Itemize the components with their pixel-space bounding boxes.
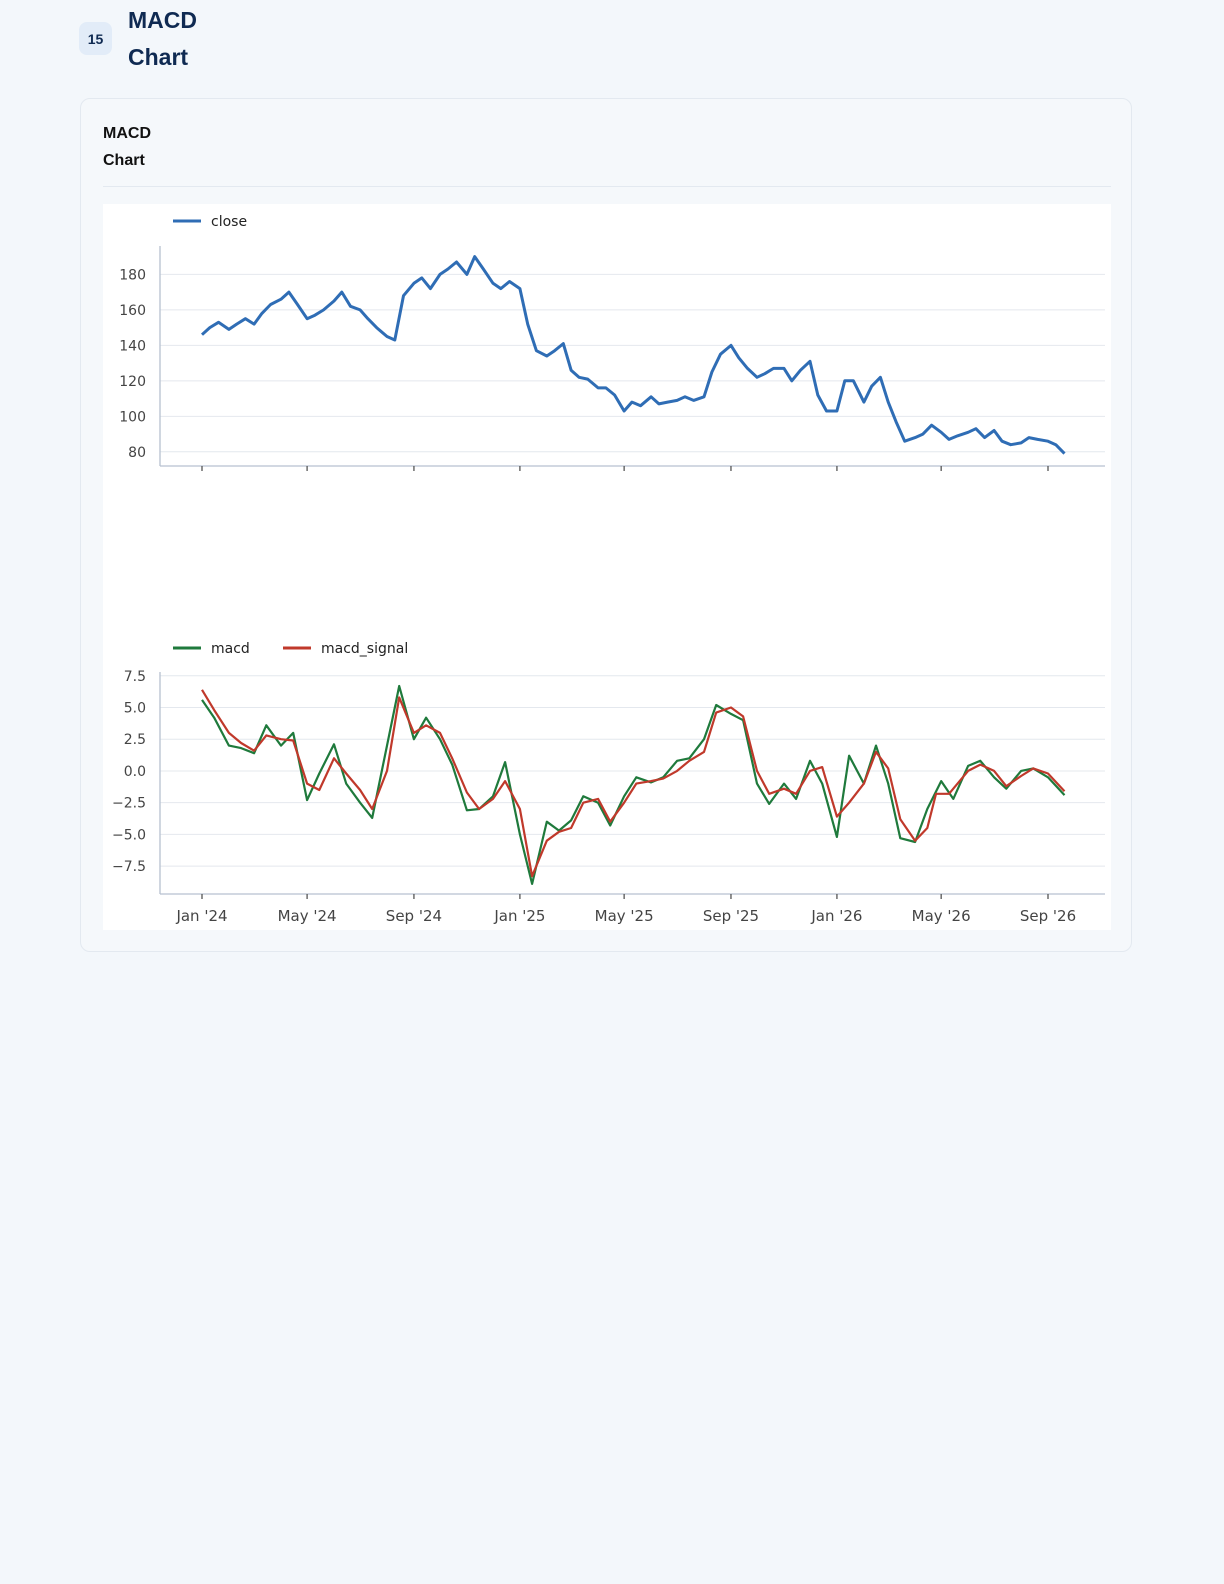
page-title: MACD Chart xyxy=(128,7,197,70)
plot-area: 80 100 120 140 160 180 close −7.5 −5.0 −2.5 0.0 2.5… xyxy=(103,204,1111,930)
y-tick-label: 2.5 xyxy=(124,732,146,748)
y-tick-label: −7.5 xyxy=(112,859,146,875)
x-tick-label: Sep '25 xyxy=(703,907,759,925)
legend-label: close xyxy=(211,214,247,230)
x-tick-label: May '26 xyxy=(912,907,971,925)
x-tick-label: Sep '26 xyxy=(1020,907,1076,925)
card-divider xyxy=(103,186,1111,187)
y-tick-label: 100 xyxy=(119,409,146,425)
x-tick-label: May '25 xyxy=(595,907,654,925)
y-tick-label: 7.5 xyxy=(124,669,146,685)
y-tick-label: −2.5 xyxy=(112,796,146,812)
series-line-macd xyxy=(201,684,1066,886)
x-tick-label: May '24 xyxy=(278,907,337,925)
y-tick-label: 0.0 xyxy=(124,764,146,780)
macd-chart-figure: 80 100 120 140 160 180 close −7.5 −5.0 −2.5 0.0 2.5… xyxy=(112,214,1105,925)
y-tick-label: 160 xyxy=(119,303,146,319)
x-tick-label: Jan '24 xyxy=(175,907,227,925)
y-tick-label: 80 xyxy=(128,445,146,461)
y-tick-label: 180 xyxy=(119,267,146,283)
chart-card: MACD Chart 80 100 120 140 160 180 close −7.5 −5.… xyxy=(80,98,1132,952)
series-line-close xyxy=(200,255,1066,455)
y-tick-label: 5.0 xyxy=(124,701,146,717)
series-line-macd-signal xyxy=(201,689,1066,878)
y-tick-label: −5.0 xyxy=(112,827,146,843)
y-tick-label: 120 xyxy=(119,374,146,390)
y-tick-label: 140 xyxy=(119,338,146,354)
x-tick-label: Jan '25 xyxy=(493,907,545,925)
legend-label: macd_signal xyxy=(321,641,408,657)
card-title: MACD Chart xyxy=(103,125,151,169)
section-number-badge: 15 xyxy=(79,22,112,55)
legend-label: macd xyxy=(211,641,250,657)
x-tick-label: Sep '24 xyxy=(386,907,442,925)
x-tick-label: Jan '26 xyxy=(810,907,862,925)
